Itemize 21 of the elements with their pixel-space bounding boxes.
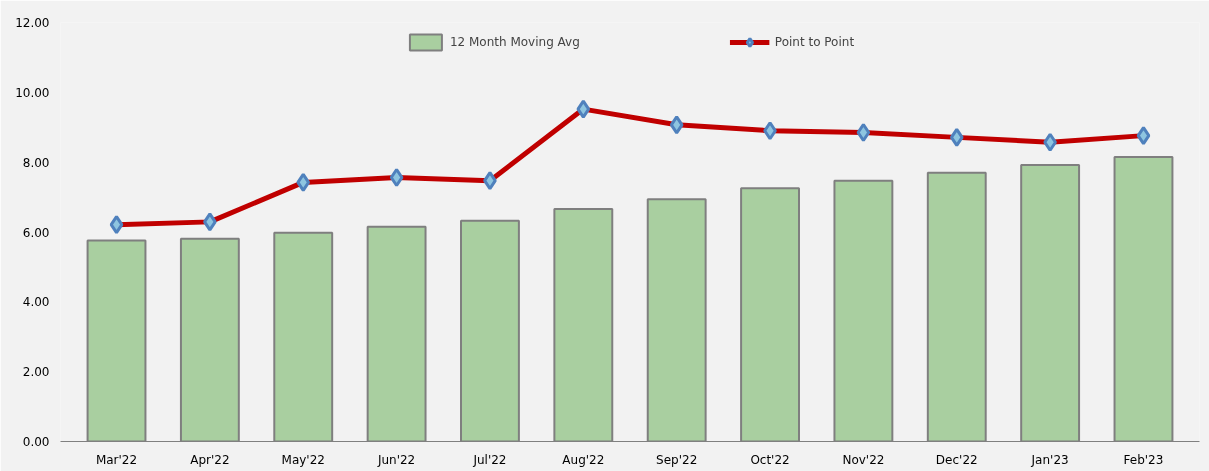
x-tick-label: Feb'23 [1123,452,1164,467]
y-tick-label: 10.00 [15,85,50,100]
x-tick-label: May'22 [281,452,325,467]
legend-label: Point to Point [774,35,855,49]
y-tick-label: 12.00 [15,16,50,30]
y-tick-label: 2.00 [22,365,50,380]
y-tick-label: 6.00 [22,225,50,240]
x-tick-label: Apr'22 [190,452,230,467]
x-tick-label: Jan'23 [1030,452,1069,467]
legend-label: 12 Month Moving Avg [449,35,580,49]
y-tick-label: 4.00 [22,295,50,310]
x-tick-label: Dec'22 [935,452,978,467]
x-tick-label: Aug'22 [562,452,605,467]
x-tick-label: Mar'22 [95,452,138,467]
x-tick-label: Oct'22 [750,452,790,467]
x-tick-label: Jul'22 [472,452,507,467]
x-tick-label: Sep'22 [656,452,698,467]
x-tick-label: Jun'22 [376,452,416,467]
x-tick-label: Nov'22 [842,452,885,467]
y-tick-label: 0.00 [22,435,50,449]
y-tick-label: 8.00 [22,155,50,170]
